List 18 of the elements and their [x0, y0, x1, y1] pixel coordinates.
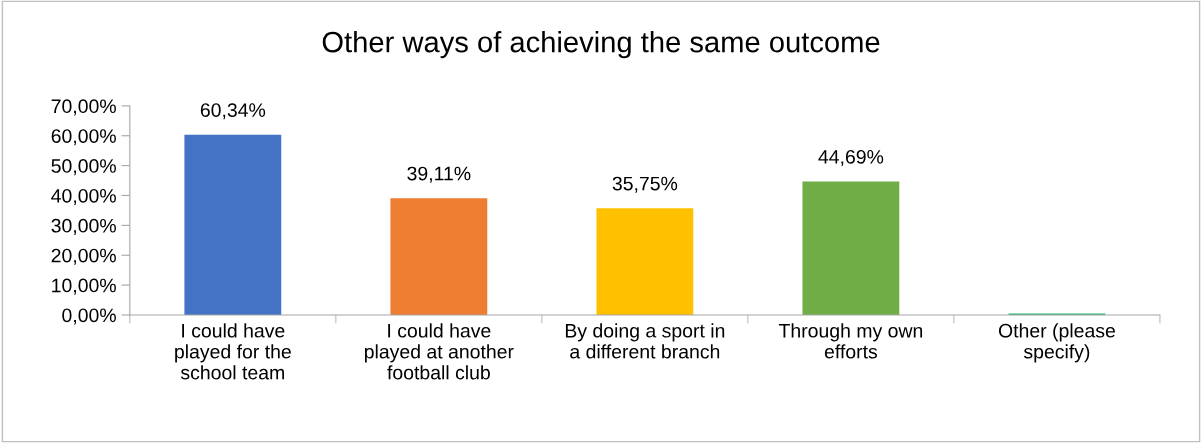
data-label: 35,75%: [612, 176, 678, 193]
y-tick-label: 30,00%: [51, 218, 116, 235]
x-tick-label: I could have played for the school team: [175, 323, 291, 380]
y-tick-label: 20,00%: [51, 248, 116, 265]
data-label: 39,11%: [407, 166, 471, 183]
x-tick-label: Other (please specify): [998, 323, 1115, 363]
x-tick-label: By doing a sport in a different branch: [565, 323, 725, 359]
x-tick-label: I could have played at another football club: [364, 323, 514, 380]
y-tick-label: 40,00%: [51, 188, 116, 206]
x-tick-label: Through my own efforts: [778, 323, 923, 359]
y-tick-label: 0,00%: [62, 308, 116, 325]
y-tick-label: 10,00%: [52, 278, 116, 295]
y-tick-label: 60,00%: [51, 129, 116, 146]
y-tick-label: 70,00%: [51, 99, 116, 116]
y-tick-label: 50,00%: [51, 159, 116, 176]
chart-title: Other ways of achieving the same outcome: [322, 31, 880, 59]
data-label: 60,34%: [200, 103, 266, 120]
data-label: 44,69%: [818, 149, 884, 167]
